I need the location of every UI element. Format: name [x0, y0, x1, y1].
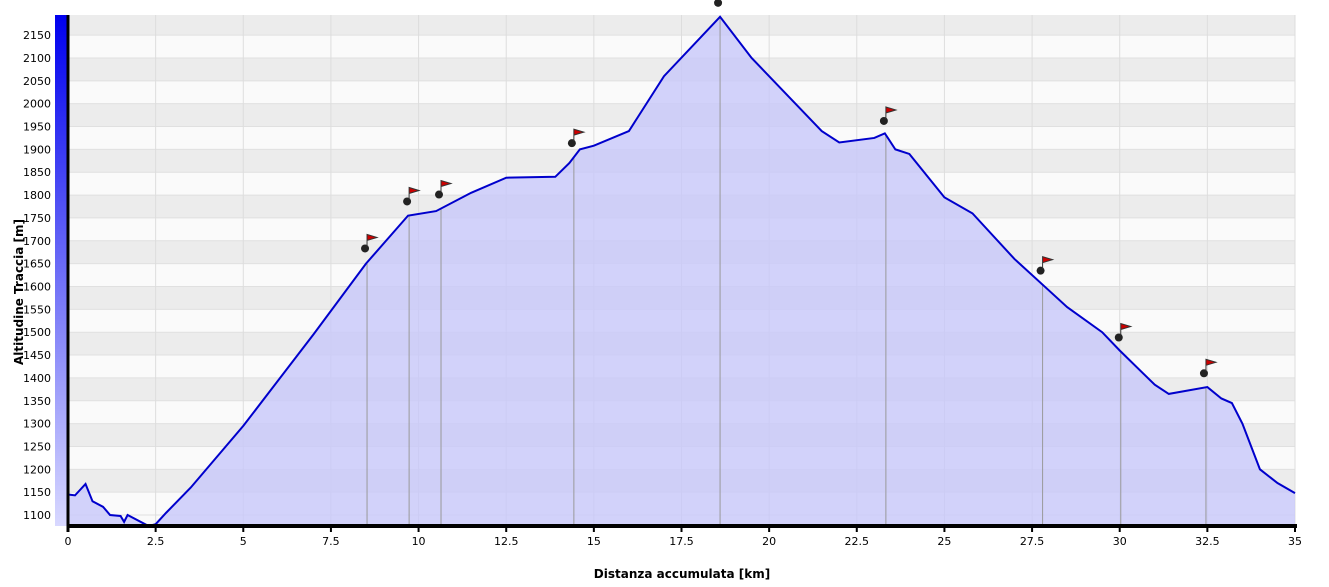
waypoint-flag [440, 179, 453, 193]
y-tick-label: 1750 [23, 212, 51, 225]
x-tick-label: 22.5 [845, 535, 870, 548]
waypoint-flag [408, 186, 421, 200]
waypoint-flag [1042, 255, 1055, 269]
area-fill [68, 16, 1295, 526]
waypoint-dot [879, 116, 888, 125]
x-tick-label: 2.5 [147, 535, 165, 548]
waypoint-flag [1120, 322, 1133, 336]
x-tick-label: 30 [1113, 535, 1127, 548]
waypoint-flag [719, 0, 721, 1]
waypoint-flag [366, 233, 379, 247]
waypoint-dot [435, 190, 444, 199]
x-tick-label: 15 [587, 535, 601, 548]
x-axis-label: Distanza accumulata [km] [594, 567, 770, 581]
x-tick-label: 10 [412, 535, 426, 548]
waypoint-dot [403, 197, 412, 206]
x-tick-label: 5 [240, 535, 247, 548]
y-tick-label: 2000 [23, 98, 51, 111]
x-tick-label: 32.5 [1195, 535, 1220, 548]
y-tick-label: 2050 [23, 75, 51, 88]
x-tick-label: 12.5 [494, 535, 519, 548]
profile-line [67, 15, 1296, 528]
y-tick-label: 1600 [23, 280, 51, 293]
waypoint-flag [573, 128, 586, 142]
y-tick-label: 1250 [23, 440, 51, 453]
waypoint-dot [567, 139, 576, 148]
waypoint-dot [1199, 369, 1208, 378]
y-tick-label: 1300 [23, 418, 51, 431]
x-tick-label: 20 [762, 535, 776, 548]
y-tick-label: 1850 [23, 166, 51, 179]
waypoint-dot [714, 0, 723, 7]
y-tick-label: 2100 [23, 52, 51, 65]
y-tick-label: 1550 [23, 303, 51, 316]
y-tick-label: 1400 [23, 372, 51, 385]
y-tick-label: 1450 [23, 349, 51, 362]
waypoint-flag [885, 106, 898, 119]
y-tick-label: 1150 [23, 486, 51, 499]
y-tick-label: 1100 [23, 509, 51, 522]
y-tick-label: 1800 [23, 189, 51, 202]
waypoint-dot [1114, 333, 1123, 342]
waypoint-dot [1036, 266, 1045, 275]
waypoint-flag [1205, 358, 1218, 372]
y-tick-label: 1500 [23, 326, 51, 339]
y-tick-label: 1700 [23, 235, 51, 248]
y-tick-label: 1350 [23, 395, 51, 408]
x-tick-label: 25 [937, 535, 951, 548]
x-tick-label: 27.5 [1020, 535, 1045, 548]
y-tick-label: 1950 [23, 121, 51, 134]
y-tick-label: 1650 [23, 258, 51, 271]
altitude-scale-bar [55, 15, 68, 526]
y-tick-label: 1200 [23, 463, 51, 476]
y-tick-label: 2150 [23, 29, 51, 42]
waypoint-dot [361, 244, 370, 253]
x-tick-label: 17.5 [669, 535, 694, 548]
x-tick-label: 35 [1288, 535, 1302, 548]
y-tick-label: 1900 [23, 143, 51, 156]
x-tick-label: 0 [65, 535, 72, 548]
y-axis-label: Altitudine Traccia [m] [12, 219, 26, 365]
x-tick-label: 7.5 [322, 535, 340, 548]
